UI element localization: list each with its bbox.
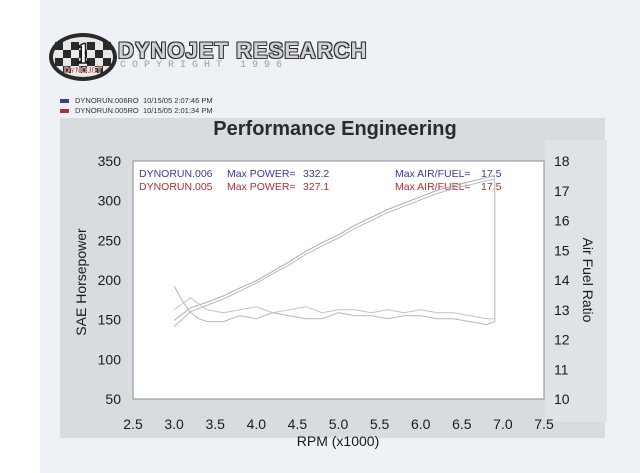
run-color-swatch <box>60 99 69 103</box>
y2-tick-label: 11 <box>554 361 569 377</box>
run-date: 10/15/05 <box>142 106 173 115</box>
horsepower-line <box>173 174 495 321</box>
y-tick-label: 150 <box>98 312 122 328</box>
x-tick-label: 7.5 <box>534 416 554 432</box>
annotation-run: DYNORUN.005 <box>139 181 213 193</box>
run-row: DYNORUN.005RO 10/15/05 2:01:34 PM <box>60 106 213 116</box>
x-tick-label: 4.5 <box>288 416 308 432</box>
annotation-power-value: 327.1 <box>303 181 329 193</box>
x-tick-label: 3.5 <box>205 416 225 432</box>
y-tick-label: 350 <box>98 153 122 169</box>
annotation-power-label: Max POWER= <box>227 181 296 193</box>
y2-axis-label: Air Fuel Ratio <box>580 238 596 323</box>
annotation-power-value: 332.2 <box>303 168 329 180</box>
run-time: 2:01:34 PM <box>174 106 213 115</box>
y2-tick-label: 16 <box>554 213 570 229</box>
y2-tick-label: 10 <box>554 391 570 407</box>
x-axis-label: RPM (x1000) <box>297 433 379 449</box>
x-tick-label: 7.0 <box>493 416 513 432</box>
run-color-swatch <box>60 109 69 113</box>
x-tick-label: 6.0 <box>411 416 431 432</box>
scan-margin <box>0 0 40 473</box>
y2-tick-label: 17 <box>554 183 570 199</box>
y2-tick-label: 14 <box>554 272 570 288</box>
air-fuel-line <box>173 175 496 320</box>
air-fuel-line <box>173 181 496 326</box>
horsepower-line <box>173 178 495 328</box>
annotation-afr-label: Max AIR/FUEL= <box>395 181 471 193</box>
y2-tick-label: 12 <box>554 332 570 348</box>
x-tick-label: 3.0 <box>164 416 184 432</box>
x-tick-label: 5.0 <box>329 416 349 432</box>
dynojet-badge-logo: 1 DYNOJET <box>49 33 117 81</box>
chart-title: Performance Engineering <box>213 118 457 140</box>
y-tick-label: 50 <box>105 391 121 407</box>
brand-copyright: COPYRIGHT 1996 <box>120 60 289 71</box>
right-axis-band <box>545 140 607 422</box>
brand-name: DYNOJET RESEARCH <box>118 38 368 63</box>
x-tick-label: 6.5 <box>452 416 472 432</box>
svg-text:DYNOJET: DYNOJET <box>64 66 102 75</box>
x-tick-label: 5.5 <box>370 416 390 432</box>
annotation-power-label: Max POWER= <box>227 168 296 180</box>
y2-tick-label: 13 <box>554 302 570 318</box>
annotation-afr-label: Max AIR/FUEL= <box>395 168 471 180</box>
run-date: 10/15/05 <box>142 96 173 105</box>
run-row: DYNORUN.006RO 10/15/05 2:07:46 PM <box>60 96 213 106</box>
y-tick-label: 250 <box>98 232 122 248</box>
y2-tick-label: 18 <box>554 153 570 169</box>
annotation-afr-value: 17.5 <box>481 181 502 193</box>
x-tick-label: 2.5 <box>123 416 143 432</box>
plot-area <box>132 160 545 400</box>
annotation-run: DYNORUN.006 <box>139 168 213 180</box>
y-tick-label: 100 <box>98 351 122 367</box>
y-axis-label: SAE Horsepower <box>73 228 89 336</box>
run-label: DYNORUN.006RO <box>75 96 139 105</box>
run-label: DYNORUN.005RO <box>75 106 139 115</box>
y-tick-label: 300 <box>98 193 122 209</box>
y-tick-label: 200 <box>98 272 122 288</box>
run-list: DYNORUN.006RO 10/15/05 2:07:46 PM DYNORU… <box>60 96 213 116</box>
run-time: 2:07:46 PM <box>174 96 213 105</box>
y2-tick-label: 15 <box>554 242 570 258</box>
x-tick-label: 4.0 <box>247 416 267 432</box>
annotation-afr-value: 17.5 <box>481 168 502 180</box>
svg-text:1: 1 <box>76 37 91 70</box>
